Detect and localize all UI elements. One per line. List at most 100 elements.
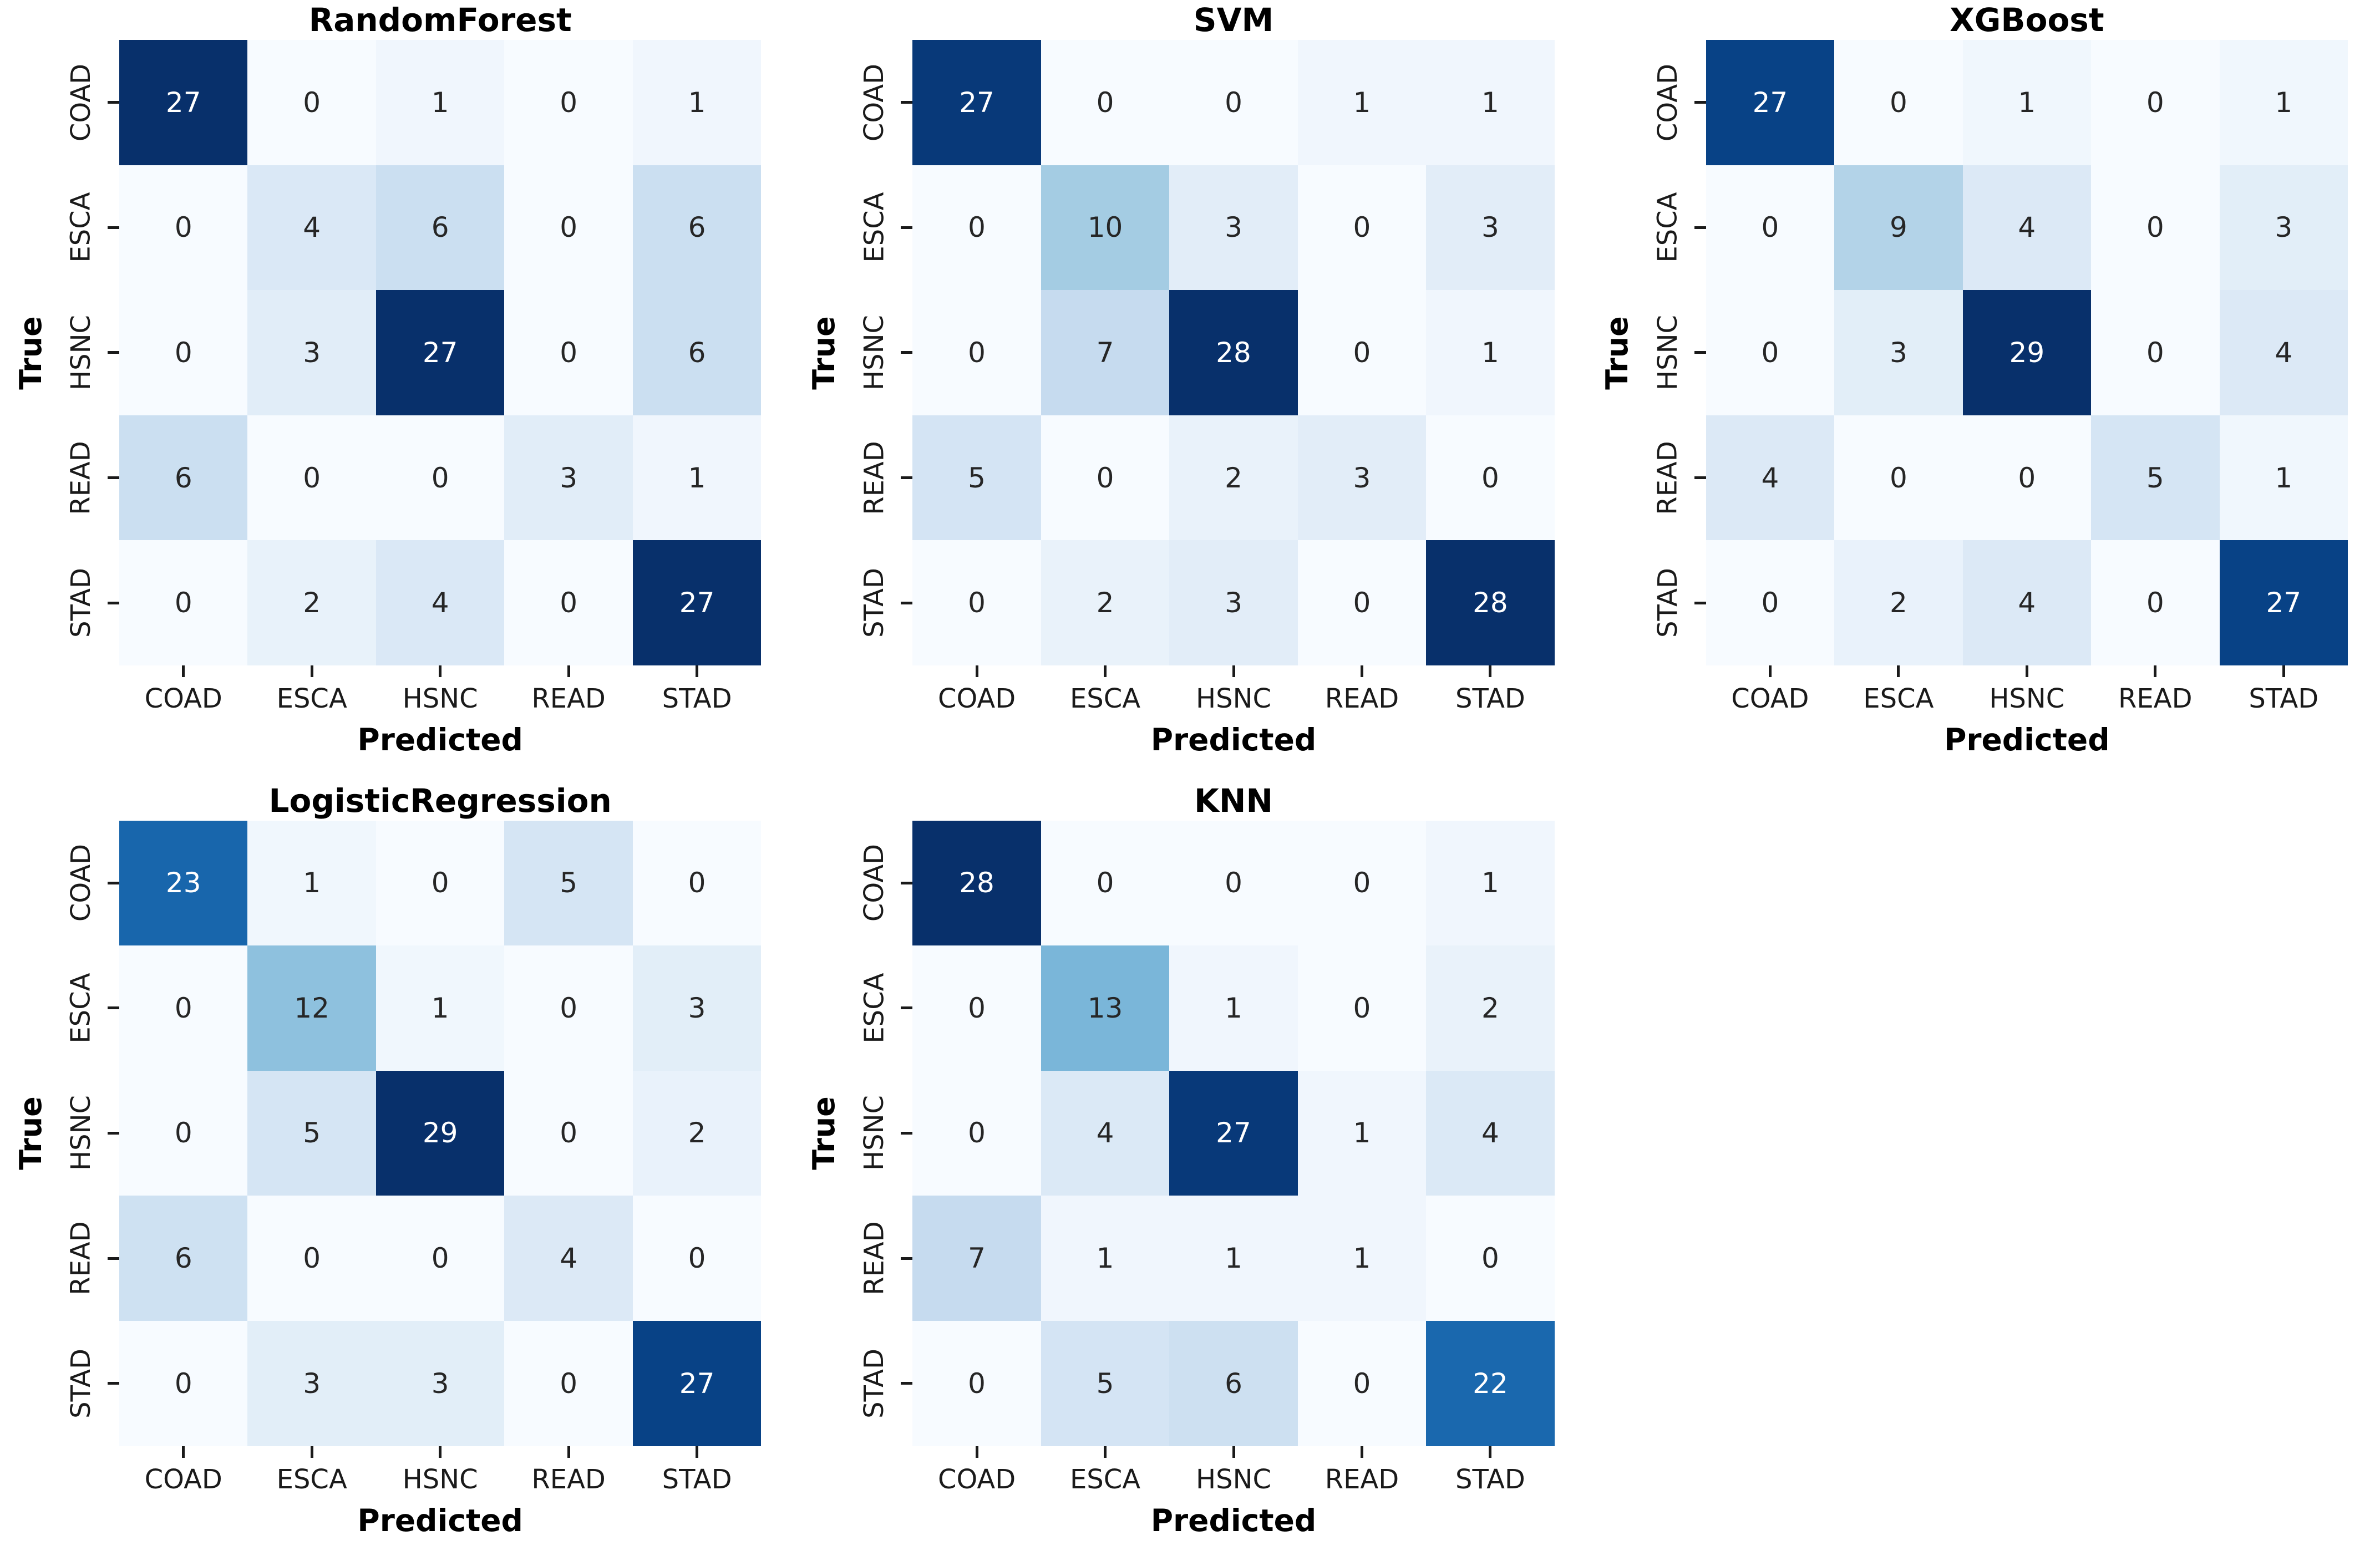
x-tick-mark (310, 1446, 313, 1458)
heatmap-cell: 0 (912, 540, 1041, 665)
y-tick-label-text: STAD (1652, 568, 1683, 638)
x-tick-labels: COAD ESCA HSNC READ STAD (1706, 681, 2348, 716)
y-tick-label-text: READ (65, 1221, 97, 1295)
y-tick (101, 1196, 119, 1321)
heatmap-cell: 0 (119, 540, 248, 665)
y-tick (101, 1321, 119, 1446)
heatmap-cell: 0 (1041, 415, 1170, 541)
y-tick-label: READ (61, 1196, 101, 1321)
y-tick-label: READ (854, 1196, 894, 1321)
y-tick-label: ESCA (1648, 165, 1688, 291)
heatmap-cell: 1 (1426, 40, 1555, 165)
heatmap-cell: 0 (1041, 820, 1170, 946)
x-tick-label: READ (531, 683, 606, 714)
y-tick-label: ESCA (61, 945, 101, 1071)
heatmap-cell: 4 (1041, 1070, 1170, 1196)
heatmap-cell: 27 (632, 540, 762, 665)
heatmap-knn: 28 0 0 0 1 0 13 1 0 2 0 4 27 1 4 7 1 1 1 0 0 5 6 0 22 (912, 820, 1555, 1446)
x-tick-label: ESCA (1863, 683, 1934, 714)
heatmap-cell: 3 (632, 945, 762, 1071)
heatmap-cell: 1 (1426, 290, 1555, 415)
y-tick-marks (1688, 40, 1706, 665)
y-tick-mark (901, 881, 913, 884)
subplot-logisticregression: LogisticRegression True COAD ESCA HSNC READ ST… (0, 781, 793, 1561)
subplot-title: LogisticRegression (268, 781, 612, 820)
heatmap-cell: 3 (2219, 165, 2348, 291)
heatmap-cell: 3 (1426, 165, 1555, 291)
y-tick-mark (901, 1006, 913, 1010)
y-tick-mark (901, 1131, 913, 1135)
x-tick (1169, 1446, 1297, 1462)
y-tick-label: HSNC (854, 1071, 894, 1196)
heatmap-cell: 27 (912, 40, 1041, 165)
heatmap-cell: 5 (912, 415, 1041, 541)
heatmap-cell: 4 (1706, 415, 1835, 541)
heatmap-cell: 0 (912, 945, 1041, 1071)
heatmap-cell: 0 (504, 1320, 633, 1446)
x-tick-mark (1768, 665, 1772, 677)
heatmap-cell: 4 (375, 540, 505, 665)
x-tick-mark (2025, 665, 2028, 677)
heatmap-cell: 0 (1041, 40, 1170, 165)
heatmap-cell: 0 (504, 290, 633, 415)
heatmap-cell: 3 (247, 1320, 376, 1446)
y-tick-label-text: HSNC (65, 314, 97, 390)
x-tick-mark (310, 665, 313, 677)
y-tick (101, 945, 119, 1071)
y-tick (1688, 40, 1706, 165)
y-tick-mark (1694, 226, 1706, 229)
x-axis-label: Predicted (357, 1502, 523, 1538)
subplot-knn: KNN True COAD ESCA HSNC READ STAD 28 0 0 0 1 0 13 1 0 2 0… (793, 781, 1586, 1561)
y-tick-mark (901, 101, 913, 104)
heatmap-cell: 7 (912, 1196, 1041, 1321)
x-tick-mark (567, 1446, 570, 1458)
y-tick (1688, 165, 1706, 291)
x-tick (1298, 665, 1426, 681)
y-tick-mark (108, 1382, 119, 1385)
y-tick-mark (108, 601, 119, 604)
y-tick-marks (894, 821, 913, 1446)
y-tick-mark (901, 226, 913, 229)
x-tick-label: COAD (937, 1463, 1016, 1495)
heatmap-cell: 2 (1169, 415, 1298, 541)
y-tick-mark (901, 1382, 913, 1385)
heatmap-cell: 4 (247, 165, 376, 291)
x-tick-label: COAD (1731, 683, 1809, 714)
heatmap-cell: 1 (1962, 40, 2092, 165)
x-tick-label: ESCA (1069, 1463, 1141, 1495)
heatmap-cell: 0 (247, 1196, 376, 1321)
heatmap-cell: 0 (2091, 40, 2220, 165)
y-tick-label: READ (1648, 415, 1688, 541)
heatmap-cell: 1 (1297, 1070, 1427, 1196)
y-tick-mark (901, 601, 913, 604)
x-tick (1041, 665, 1169, 681)
heatmap-cell: 4 (2219, 290, 2348, 415)
heatmap-cell: 3 (247, 290, 376, 415)
heatmap-cell: 0 (1706, 540, 1835, 665)
heatmap-cell: 0 (912, 1320, 1041, 1446)
y-tick-mark (108, 476, 119, 480)
y-tick-marks (101, 821, 119, 1446)
heatmap-cell: 2 (632, 1070, 762, 1196)
heatmap-cell: 0 (504, 165, 633, 291)
y-tick (894, 540, 913, 665)
heatmap-cell: 1 (1426, 820, 1555, 946)
x-tick-label: READ (531, 1463, 606, 1495)
x-tick-label: COAD (144, 683, 222, 714)
y-tick-label: READ (61, 415, 101, 541)
heatmap-cell: 29 (1962, 290, 2092, 415)
y-tick-label: STAD (854, 1321, 894, 1446)
y-tick-label-text: COAD (65, 63, 97, 141)
y-tick (101, 540, 119, 665)
y-tick (101, 290, 119, 415)
heatmap-cell: 3 (375, 1320, 505, 1446)
x-tick-mark (1489, 1446, 1492, 1458)
x-tick-mark (696, 665, 699, 677)
heatmap-cell: 27 (119, 40, 248, 165)
y-tick (101, 40, 119, 165)
heatmap-cell: 1 (1041, 1196, 1170, 1321)
heatmap-cell: 0 (1297, 820, 1427, 946)
x-tick-mark (439, 1446, 442, 1458)
x-tick-label: READ (1325, 1463, 1399, 1495)
heatmap-cell: 0 (1297, 290, 1427, 415)
